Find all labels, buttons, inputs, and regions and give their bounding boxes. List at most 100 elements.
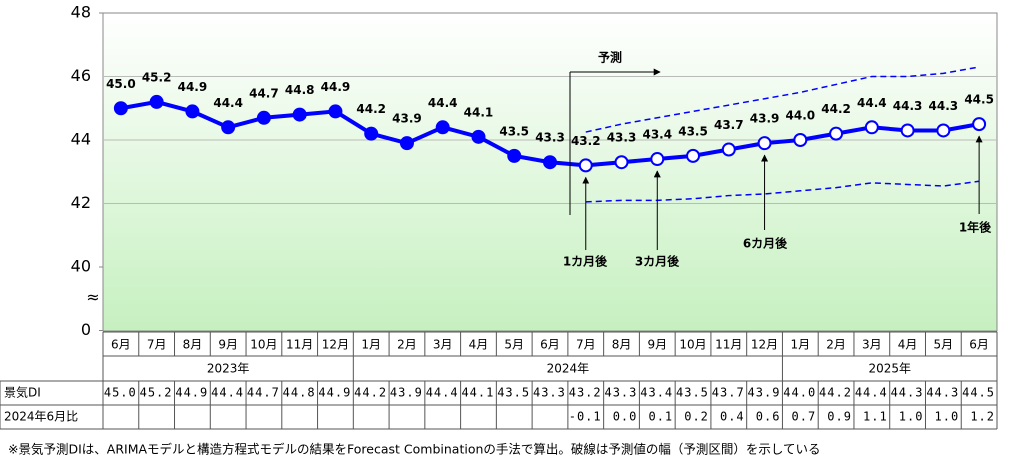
data-label: 43.5 [678,124,708,138]
marker [900,123,915,138]
x-tick-label: 4月 [898,338,918,352]
table-cell: 0.4 [720,410,745,424]
x-tick-label: 7月 [147,338,167,352]
data-label: 43.5 [499,124,529,138]
data-label: 44.9 [178,80,208,94]
row-label: 2024年6月比 [4,410,78,424]
x-tick-label: 12月 [751,338,778,352]
table-cell: 0.7 [792,410,817,424]
table-cell: 44.1 [461,386,494,400]
data-label: 44.3 [929,99,959,113]
x-tick-label: 9月 [647,338,667,352]
x-tick-label: 7月 [576,338,596,352]
data-label: 43.9 [392,112,422,126]
table-cell: 1.2 [970,410,995,424]
marker [543,155,557,170]
marker [364,126,379,141]
data-label: 44.1 [464,105,494,119]
x-tick-label: 11月 [715,338,742,352]
marker [972,117,987,132]
marker [936,123,951,138]
table-cell: 1.0 [899,410,924,424]
marker [793,133,808,147]
table-cell: 44.4 [426,386,459,400]
year-label: 2025年 [868,362,911,376]
table-cell: 45.2 [140,386,173,400]
data-label: 44.4 [428,96,458,110]
data-label: 44.4 [213,96,243,110]
table-cell: 0.0 [613,410,638,424]
x-tick-label: 2月 [397,338,417,352]
marker [113,101,128,116]
data-label: 44.7 [249,86,279,100]
x-tick-label: 12月 [322,338,349,352]
table-cell: 43.9 [390,386,423,400]
marker [757,136,772,151]
horizon-label: 1カ月後 [563,254,608,269]
marker [829,126,844,141]
table-cell: 45.0 [104,386,137,400]
y-tick-label: 44 [71,130,91,149]
y-tick-label: 46 [71,66,91,85]
marker [435,120,450,135]
footnote: ※景気予測DIは、ARIMAモデルと構造方程式モデルの結果をForecast C… [8,442,821,457]
marker [721,142,736,157]
x-tick-label: 1月 [790,338,810,352]
interval-line [585,66,980,133]
table-cell: 43.5 [497,386,530,400]
axis-break: ≈ [86,288,99,307]
table-cell: 44.0 [783,386,816,400]
y-tick-label: 42 [71,193,91,212]
x-tick-label: 4月 [469,338,489,352]
marker [471,129,486,144]
data-label: 43.3 [535,131,565,145]
x-tick-label: 8月 [183,338,203,352]
row-label: 景気DI [4,385,41,400]
table-cell: 44.9 [318,386,351,400]
marker [256,110,271,125]
horizon-label: 1年後 [959,220,992,235]
data-label: 43.4 [642,128,672,142]
x-tick-label: 5月 [504,338,524,352]
data-label: 44.8 [285,83,315,97]
data-label: 43.2 [571,134,601,148]
marker [328,104,343,119]
data-label: 44.3 [893,99,923,113]
data-label: 45.2 [142,70,172,84]
table-cell: 0.9 [827,410,852,424]
x-tick-label: 10月 [679,338,706,352]
marker [149,94,164,109]
table-cell: 0.6 [756,410,781,424]
horizon-label: 3カ月後 [635,254,680,269]
marker [614,155,629,170]
marker [507,148,522,163]
forecast-label: 予測 [598,50,622,65]
horizon-label: 6カ月後 [743,236,788,251]
table-cell: 44.7 [247,386,280,400]
table-cell: 43.7 [712,386,745,400]
marker [185,104,200,119]
data-label: 44.9 [321,80,351,94]
x-tick-label: 10月 [250,338,277,352]
x-tick-label: 6月 [540,338,560,352]
table-cell: 44.4 [211,386,244,400]
x-tick-label: 9月 [218,338,238,352]
table-cell: 44.3 [926,386,959,400]
x-tick-label: 6月 [111,338,131,352]
data-label: 44.0 [786,109,816,123]
interval-line [585,180,980,203]
table-cell: 44.9 [175,386,208,400]
data-label: 45.0 [106,77,136,91]
x-tick-label: 11月 [286,338,313,352]
table-cell: 43.9 [748,386,781,400]
data-label: 44.4 [857,96,887,110]
y-tick-label: 48 [71,3,91,22]
year-label: 2024年 [547,362,590,376]
marker [292,107,307,122]
table-cell: 43.5 [676,386,709,400]
table-cell: 0.1 [648,410,673,424]
marker [221,120,236,135]
table-cell: 44.2 [819,386,852,400]
